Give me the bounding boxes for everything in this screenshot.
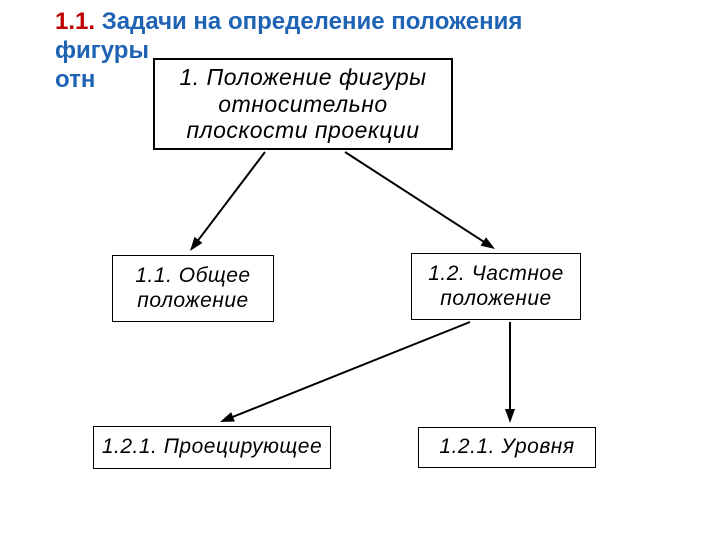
arrowhead-n1-n11 [190,237,202,251]
node-n122: 1.2.1. Уровня [418,427,596,468]
edge-n1-n12 [345,152,488,244]
arrowhead-n12-n122 [505,409,515,423]
arrowhead-n12-n121 [220,412,235,422]
edge-n1-n11 [195,152,265,244]
node-n12: 1.2. Частное положение [411,253,581,320]
node-n1: 1. Положение фигуры относительно плоскос… [153,58,453,150]
arrowhead-n1-n12 [481,237,495,249]
node-n121: 1.2.1. Проецирующее [93,426,331,469]
node-n11: 1.1. Общее положение [112,255,274,322]
edge-n12-n121 [228,322,470,419]
